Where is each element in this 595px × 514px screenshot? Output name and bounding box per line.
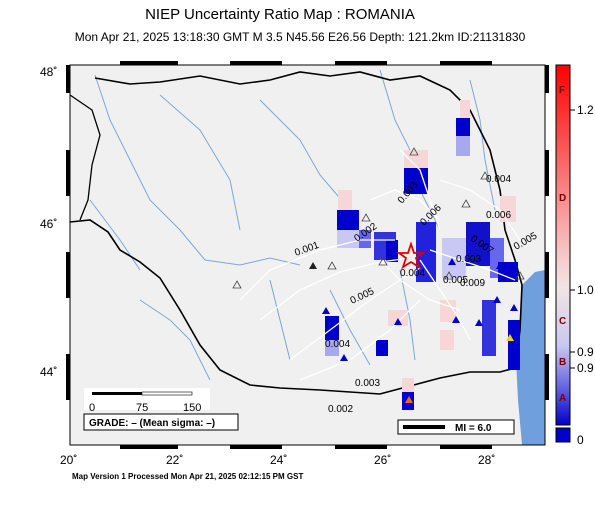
- station-triangle-icon: [232, 280, 242, 289]
- lat-tick: 48˚: [40, 65, 57, 79]
- station-triangle-icon: [496, 262, 504, 269]
- contour-label: 0.005: [443, 275, 468, 286]
- scalebar-label: 0: [89, 402, 95, 414]
- station-triangle-icon: [322, 307, 330, 314]
- lon-tick: 22˚: [166, 453, 183, 467]
- colorbar-value: 1.2: [577, 103, 594, 117]
- colorbar-letter: C: [559, 316, 566, 327]
- colorbar-zero-swatch: [555, 427, 571, 443]
- lon-tick: 28˚: [478, 453, 495, 467]
- station-triangle-icon: [409, 147, 419, 156]
- colorbar: [555, 64, 571, 426]
- lat-tick: 46˚: [40, 217, 57, 231]
- station-triangle-icon: [309, 262, 317, 269]
- colorbar-value: 0.9: [577, 345, 594, 359]
- lon-tick: 20˚: [60, 453, 77, 467]
- station-triangle-icon: [448, 258, 456, 265]
- station-triangle-icon: [506, 334, 514, 341]
- colorbar-value: 0: [577, 433, 584, 447]
- contour-label: 0.004: [325, 339, 350, 350]
- station-triangle-icon: [340, 354, 348, 361]
- border-south: [70, 219, 523, 395]
- station-triangle-icon: [361, 213, 371, 222]
- black-sea: [516, 270, 545, 445]
- map-subtitle: Mon Apr 21, 2025 13:18:30 GMT M 3.5 N45.…: [74, 30, 526, 44]
- station-triangle-icon: [510, 304, 518, 311]
- lon-tick: 24˚: [270, 453, 287, 467]
- colorbar-values: 1.2 1.0 0.9 0.9 0: [577, 103, 594, 447]
- station-triangle-icon: [480, 171, 490, 180]
- lat-tick-labels: 48˚ 46˚ 44˚: [40, 65, 57, 379]
- station-triangle-icon: [475, 319, 483, 326]
- mi-box: [397, 419, 515, 435]
- map-footer: Map Version 1 Processed Mon Apr 21, 2025…: [72, 472, 304, 481]
- station-triangle-icon: [394, 318, 402, 325]
- lat-tick: 44˚: [40, 365, 57, 379]
- contour-label: 0.009: [460, 278, 485, 289]
- colorbar-value: 1.0: [577, 283, 594, 297]
- epicenter-star-icon: [396, 241, 426, 270]
- contour-label: 0.002: [328, 404, 353, 415]
- station-triangle-icon: [405, 396, 413, 403]
- colorbar-letter: B: [559, 357, 566, 368]
- station-triangle-icon: [515, 271, 525, 280]
- border-west: [70, 94, 101, 221]
- scalebar-labels: 0 75 150: [89, 402, 201, 414]
- map-title: NIEP Uncertainty Ratio Map : ROMANIA: [145, 6, 415, 23]
- colorbar-letter: F: [559, 85, 565, 96]
- lon-tick: 26˚: [374, 453, 391, 467]
- station-triangle-icon: [452, 316, 460, 323]
- colorbar-ticks: [570, 109, 575, 369]
- station-triangle-icon: [378, 257, 388, 266]
- contour-label: 0.003: [355, 378, 380, 389]
- station-triangle-icon: [461, 199, 471, 208]
- colorbar-letter: D: [559, 193, 566, 204]
- contour-label: 0.004: [400, 268, 425, 279]
- grade-label: GRADE: – (Mean sigma: –): [89, 418, 215, 429]
- colorbar-value: 0.9: [577, 361, 594, 375]
- contour-lines: [239, 149, 521, 381]
- station-triangle-icon: [493, 296, 501, 303]
- grade-box: [83, 413, 239, 431]
- colorbar-letters: F D C B A: [559, 85, 566, 404]
- scalebar-label: 150: [183, 402, 201, 414]
- contour-label: 0.004: [486, 174, 511, 185]
- station-triangle-icon: [444, 271, 454, 280]
- colorbar-letter: A: [559, 393, 566, 404]
- mi-label: MI = 6.0: [455, 423, 492, 434]
- station-markers: [232, 147, 525, 403]
- rivers: [89, 69, 496, 381]
- contour-label: 0.003: [456, 254, 481, 265]
- scalebar-label: 75: [136, 402, 148, 414]
- contour-label: 0.006: [486, 210, 511, 221]
- station-triangle-icon: [327, 261, 337, 270]
- frame-ticks: [66, 61, 549, 449]
- lon-tick-labels: 20˚ 22˚ 24˚ 26˚ 28˚: [60, 453, 495, 467]
